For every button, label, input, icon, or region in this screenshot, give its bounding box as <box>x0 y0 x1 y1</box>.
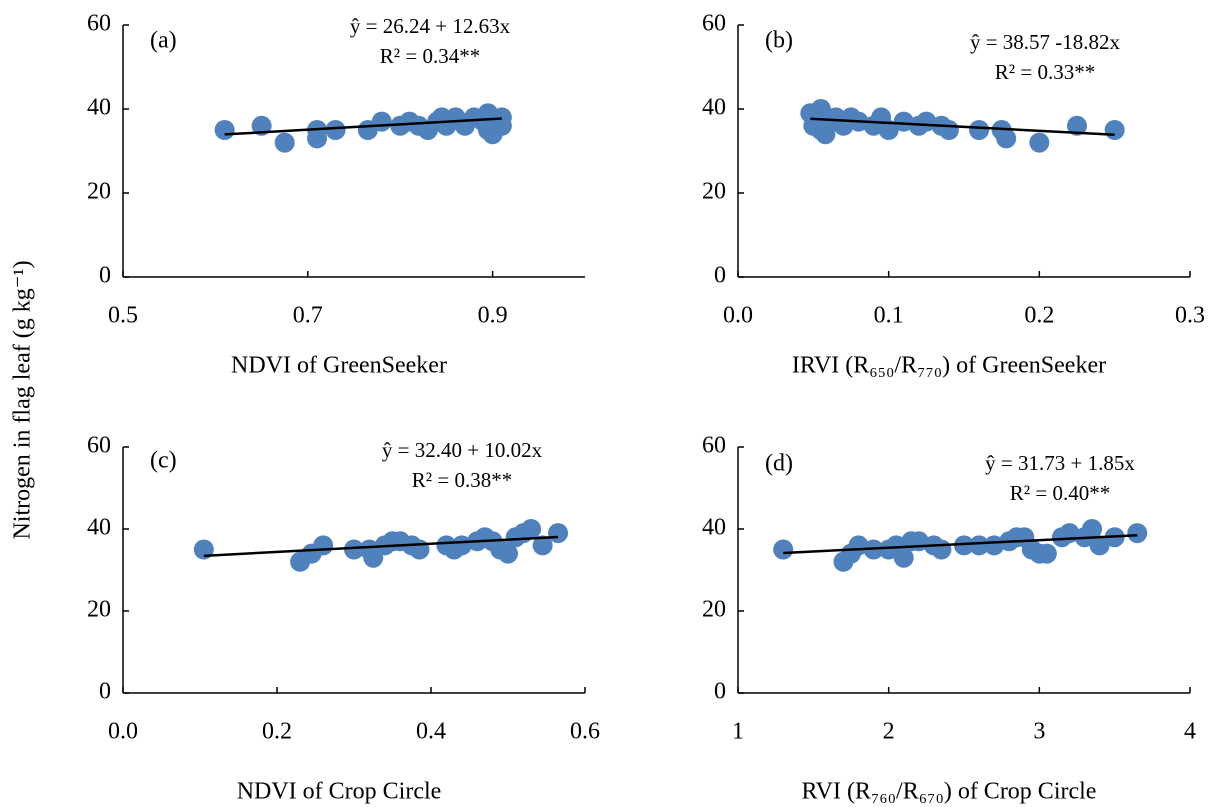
point <box>409 539 430 560</box>
panel: 0 20 40 60 0.0 0.1 0.2 0.3 IRVI (R₆₅₀/R₇₇₀) of G… <box>702 11 1205 379</box>
y-tick-label: 20 <box>87 597 111 623</box>
r-squared: R² = 0.34** <box>380 44 480 68</box>
point <box>893 547 914 568</box>
point <box>1089 535 1110 556</box>
point <box>931 539 952 560</box>
x-axis-label: RVI (R₇₆₀/R₆₇₀) of Crop Circle <box>802 779 1097 805</box>
x-tick-label: 0.0 <box>723 303 753 329</box>
x-tick-label: 0.2 <box>262 719 292 745</box>
point <box>371 111 392 132</box>
x-tick-label: 0.5 <box>108 303 138 329</box>
x-axis-label: NDVI of Crop Circle <box>237 779 442 805</box>
trend-line <box>203 535 559 558</box>
y-tick-label: 60 <box>87 11 111 37</box>
y-tick-label: 60 <box>87 433 111 459</box>
panel-label: (b) <box>765 28 793 54</box>
r-squared: R² = 0.38** <box>412 468 512 492</box>
point <box>498 543 518 564</box>
panel: 0 20 40 60 1 2 3 4 RVI (R₇₆₀/R₆₇₀) of Crop Circl… <box>702 433 1196 805</box>
point <box>344 539 364 560</box>
x-axis-label: IRVI (R₆₅₀/R₇₇₀) of GreenSeeker <box>792 353 1106 379</box>
x-tick-label: 0.9 <box>478 303 508 329</box>
point <box>1082 519 1103 539</box>
point <box>916 111 937 132</box>
trend-line <box>810 117 1115 137</box>
y-tick-label: 40 <box>87 95 111 121</box>
point <box>969 120 990 140</box>
y-tick-label: 40 <box>702 515 726 541</box>
equation: ŷ = 38.57 -18.82x <box>970 30 1121 54</box>
trend-line <box>224 117 502 136</box>
x-tick-label: 4 <box>1184 719 1196 745</box>
y-tick-label: 0 <box>714 263 726 289</box>
panel-label: (a) <box>150 28 177 54</box>
y-tick-label: 0 <box>99 679 111 705</box>
point <box>954 535 974 556</box>
r-squared: R² = 0.33** <box>995 60 1095 84</box>
x-tick-label: 0.0 <box>108 719 138 745</box>
y-tick-label: 40 <box>87 515 111 541</box>
x-tick-label: 0.4 <box>416 719 446 745</box>
trend-line <box>783 533 1138 555</box>
panel: 0 20 40 60 0.0 0.2 0.4 0.6 NDVI of Crop Circle (c… <box>87 433 600 805</box>
point <box>214 120 235 140</box>
point <box>1029 132 1050 153</box>
point <box>984 535 1005 556</box>
point <box>1104 120 1125 140</box>
x-tick-label: 2 <box>883 719 895 745</box>
point <box>325 120 346 140</box>
point <box>451 535 472 556</box>
point <box>313 535 334 556</box>
point <box>1127 523 1148 544</box>
x-tick-label: 0.3 <box>1175 303 1205 329</box>
point <box>1067 115 1087 136</box>
point <box>274 132 295 153</box>
y-tick-label: 20 <box>702 597 726 623</box>
point <box>307 128 328 149</box>
x-tick-label: 0.7 <box>293 303 323 329</box>
equation: ŷ = 32.40 + 10.02x <box>382 438 543 462</box>
r-squared: R² = 0.40** <box>1010 481 1110 505</box>
point <box>548 523 569 544</box>
point <box>969 535 990 556</box>
x-tick-label: 0.6 <box>570 719 600 745</box>
point <box>996 128 1017 149</box>
point <box>893 111 914 132</box>
y-tick-label: 60 <box>702 11 726 37</box>
x-tick-label: 0.1 <box>874 303 904 329</box>
x-axis-label: NDVI of GreenSeeker <box>231 353 447 379</box>
panel-label: (c) <box>150 448 177 474</box>
y-axis-label: Nitrogen in flag leaf (g kg⁻¹) <box>10 260 36 539</box>
y-tick-label: 60 <box>702 433 726 459</box>
y-tick-label: 40 <box>702 95 726 121</box>
point <box>521 519 542 539</box>
y-tick-label: 20 <box>702 179 726 205</box>
point <box>773 539 794 560</box>
equation: ŷ = 31.73 + 1.85x <box>985 451 1135 475</box>
panel: 0 20 40 60 0.5 0.7 0.9 NDVI of GreenSeeker (a) ŷ … <box>87 11 585 379</box>
y-tick-label: 0 <box>99 263 111 289</box>
panel-label: (d) <box>765 451 793 477</box>
x-tick-label: 0.2 <box>1024 303 1054 329</box>
equation: ŷ = 26.24 + 12.63x <box>350 14 511 38</box>
point <box>532 535 553 556</box>
x-tick-label: 1 <box>732 719 744 745</box>
y-tick-label: 20 <box>87 179 111 205</box>
x-tick-label: 3 <box>1033 719 1045 745</box>
point <box>878 120 899 140</box>
y-tick-label: 0 <box>714 679 726 705</box>
point <box>491 115 512 136</box>
point <box>1036 543 1057 564</box>
point <box>938 120 959 140</box>
